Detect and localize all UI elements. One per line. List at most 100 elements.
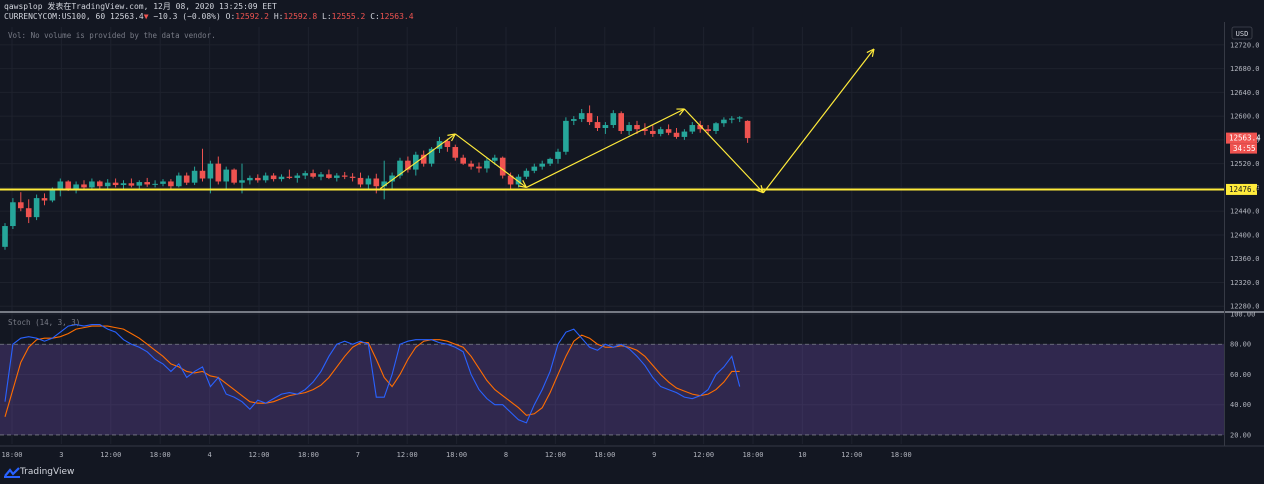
candle-body — [144, 182, 150, 185]
candle-body — [531, 166, 538, 171]
time-tick-label: 10 — [798, 451, 806, 459]
candle-body — [673, 132, 680, 137]
candle-body — [586, 113, 593, 123]
annotation-arrows[interactable] — [379, 48, 875, 194]
candle — [610, 110, 617, 129]
candle — [420, 150, 427, 167]
candle-body — [713, 123, 719, 131]
candle — [665, 124, 672, 136]
change-down-icon: ▼ — [143, 12, 149, 21]
time-tick-label: 12:00 — [248, 451, 269, 459]
candle-body — [231, 169, 237, 183]
candle-body — [705, 129, 711, 131]
stoch-tick-label: 100.00 — [1230, 311, 1255, 319]
candle — [428, 147, 435, 167]
time-tick-label: 12:00 — [545, 451, 566, 459]
stoch-tick-label: 60.00 — [1230, 371, 1251, 379]
candle-body — [357, 177, 364, 185]
candle-body — [2, 226, 8, 247]
candle-body — [302, 173, 308, 176]
candle — [160, 179, 166, 187]
candle-body — [428, 148, 435, 164]
candle — [97, 180, 103, 189]
stoch-lines — [4, 324, 741, 424]
candle — [673, 128, 680, 139]
candle-body — [444, 141, 451, 148]
candle — [128, 178, 135, 188]
countdown-badge — [1230, 143, 1257, 154]
candle — [578, 108, 585, 123]
candle-body — [657, 129, 664, 134]
candle-body — [460, 157, 466, 164]
price-tick-label: 12360.0 — [1230, 255, 1260, 263]
candle — [523, 168, 530, 180]
candle — [357, 172, 364, 188]
candle-body — [476, 166, 482, 169]
arrow-segment — [683, 108, 764, 194]
candle — [689, 122, 696, 134]
stoch-label: Stoch (14, 3, 3) — [8, 318, 80, 327]
last-price: 12563.4 — [109, 12, 144, 21]
candle-body — [191, 170, 198, 183]
candle-body — [381, 181, 387, 187]
candle — [310, 169, 316, 179]
candle — [223, 166, 229, 191]
candle — [73, 181, 79, 194]
candle — [389, 172, 395, 190]
low-value: 12555.2 — [331, 12, 366, 21]
candle — [586, 105, 593, 126]
candle — [484, 157, 490, 173]
candle-body — [547, 158, 553, 164]
candle — [25, 199, 32, 224]
candle — [215, 156, 222, 185]
candle — [452, 144, 459, 161]
symbol-name[interactable]: CURRENCYCOM:US100, 60 — [4, 12, 106, 21]
stoch-tick-label: 80.00 — [1230, 341, 1251, 349]
candle-body — [183, 175, 190, 183]
price-tick-label: 12440.0 — [1230, 208, 1260, 216]
candle-body — [405, 160, 411, 170]
currency-label: USD — [1236, 30, 1249, 38]
candle-body — [318, 174, 324, 177]
candle-body — [41, 198, 48, 201]
candle — [262, 172, 269, 183]
arrow-segment — [526, 108, 685, 188]
candle-body — [207, 163, 214, 179]
candle-body — [697, 125, 703, 130]
currency-box[interactable] — [1231, 26, 1253, 40]
candle-body — [334, 175, 340, 178]
price-tick-label: 12400.0 — [1230, 231, 1260, 239]
candle — [57, 178, 64, 197]
tradingview-logo-icon[interactable] — [4, 467, 20, 479]
candle-body — [33, 198, 40, 218]
candle-body — [215, 163, 222, 182]
time-tick-label: 18:00 — [742, 451, 763, 459]
footer: TradingView — [0, 462, 1264, 484]
candle-body — [349, 176, 356, 178]
candle — [555, 148, 561, 164]
close-value: 12563.4 — [379, 12, 414, 21]
stoch-tick-label: 20.00 — [1230, 431, 1251, 439]
time-tick-label: 18:00 — [1, 451, 22, 459]
time-tick-label: 12:00 — [397, 451, 418, 459]
candle-body — [397, 160, 403, 176]
candle-body — [618, 113, 624, 131]
candle-body — [634, 125, 640, 130]
stoch-tick-label: 40.00 — [1230, 401, 1251, 409]
stoch-k-line — [4, 324, 741, 424]
candle-body — [112, 182, 119, 186]
open-value: 12592.2 — [235, 12, 269, 21]
time-tick-label: 4 — [207, 451, 211, 459]
candle-body — [578, 113, 585, 120]
candle-body — [602, 125, 609, 129]
tradingview-brand[interactable]: TradingView — [20, 467, 75, 477]
candle-body — [310, 173, 316, 177]
chart-header: qawsplop 发表在TradingView.com, 12月 08, 202… — [4, 2, 414, 22]
candle-body — [81, 184, 87, 188]
candle — [460, 154, 466, 165]
countdown-label: 34:55 — [1233, 144, 1256, 153]
candle-body — [10, 202, 16, 227]
candle-body — [626, 125, 632, 131]
candle — [618, 111, 624, 134]
candle-body — [744, 120, 751, 139]
